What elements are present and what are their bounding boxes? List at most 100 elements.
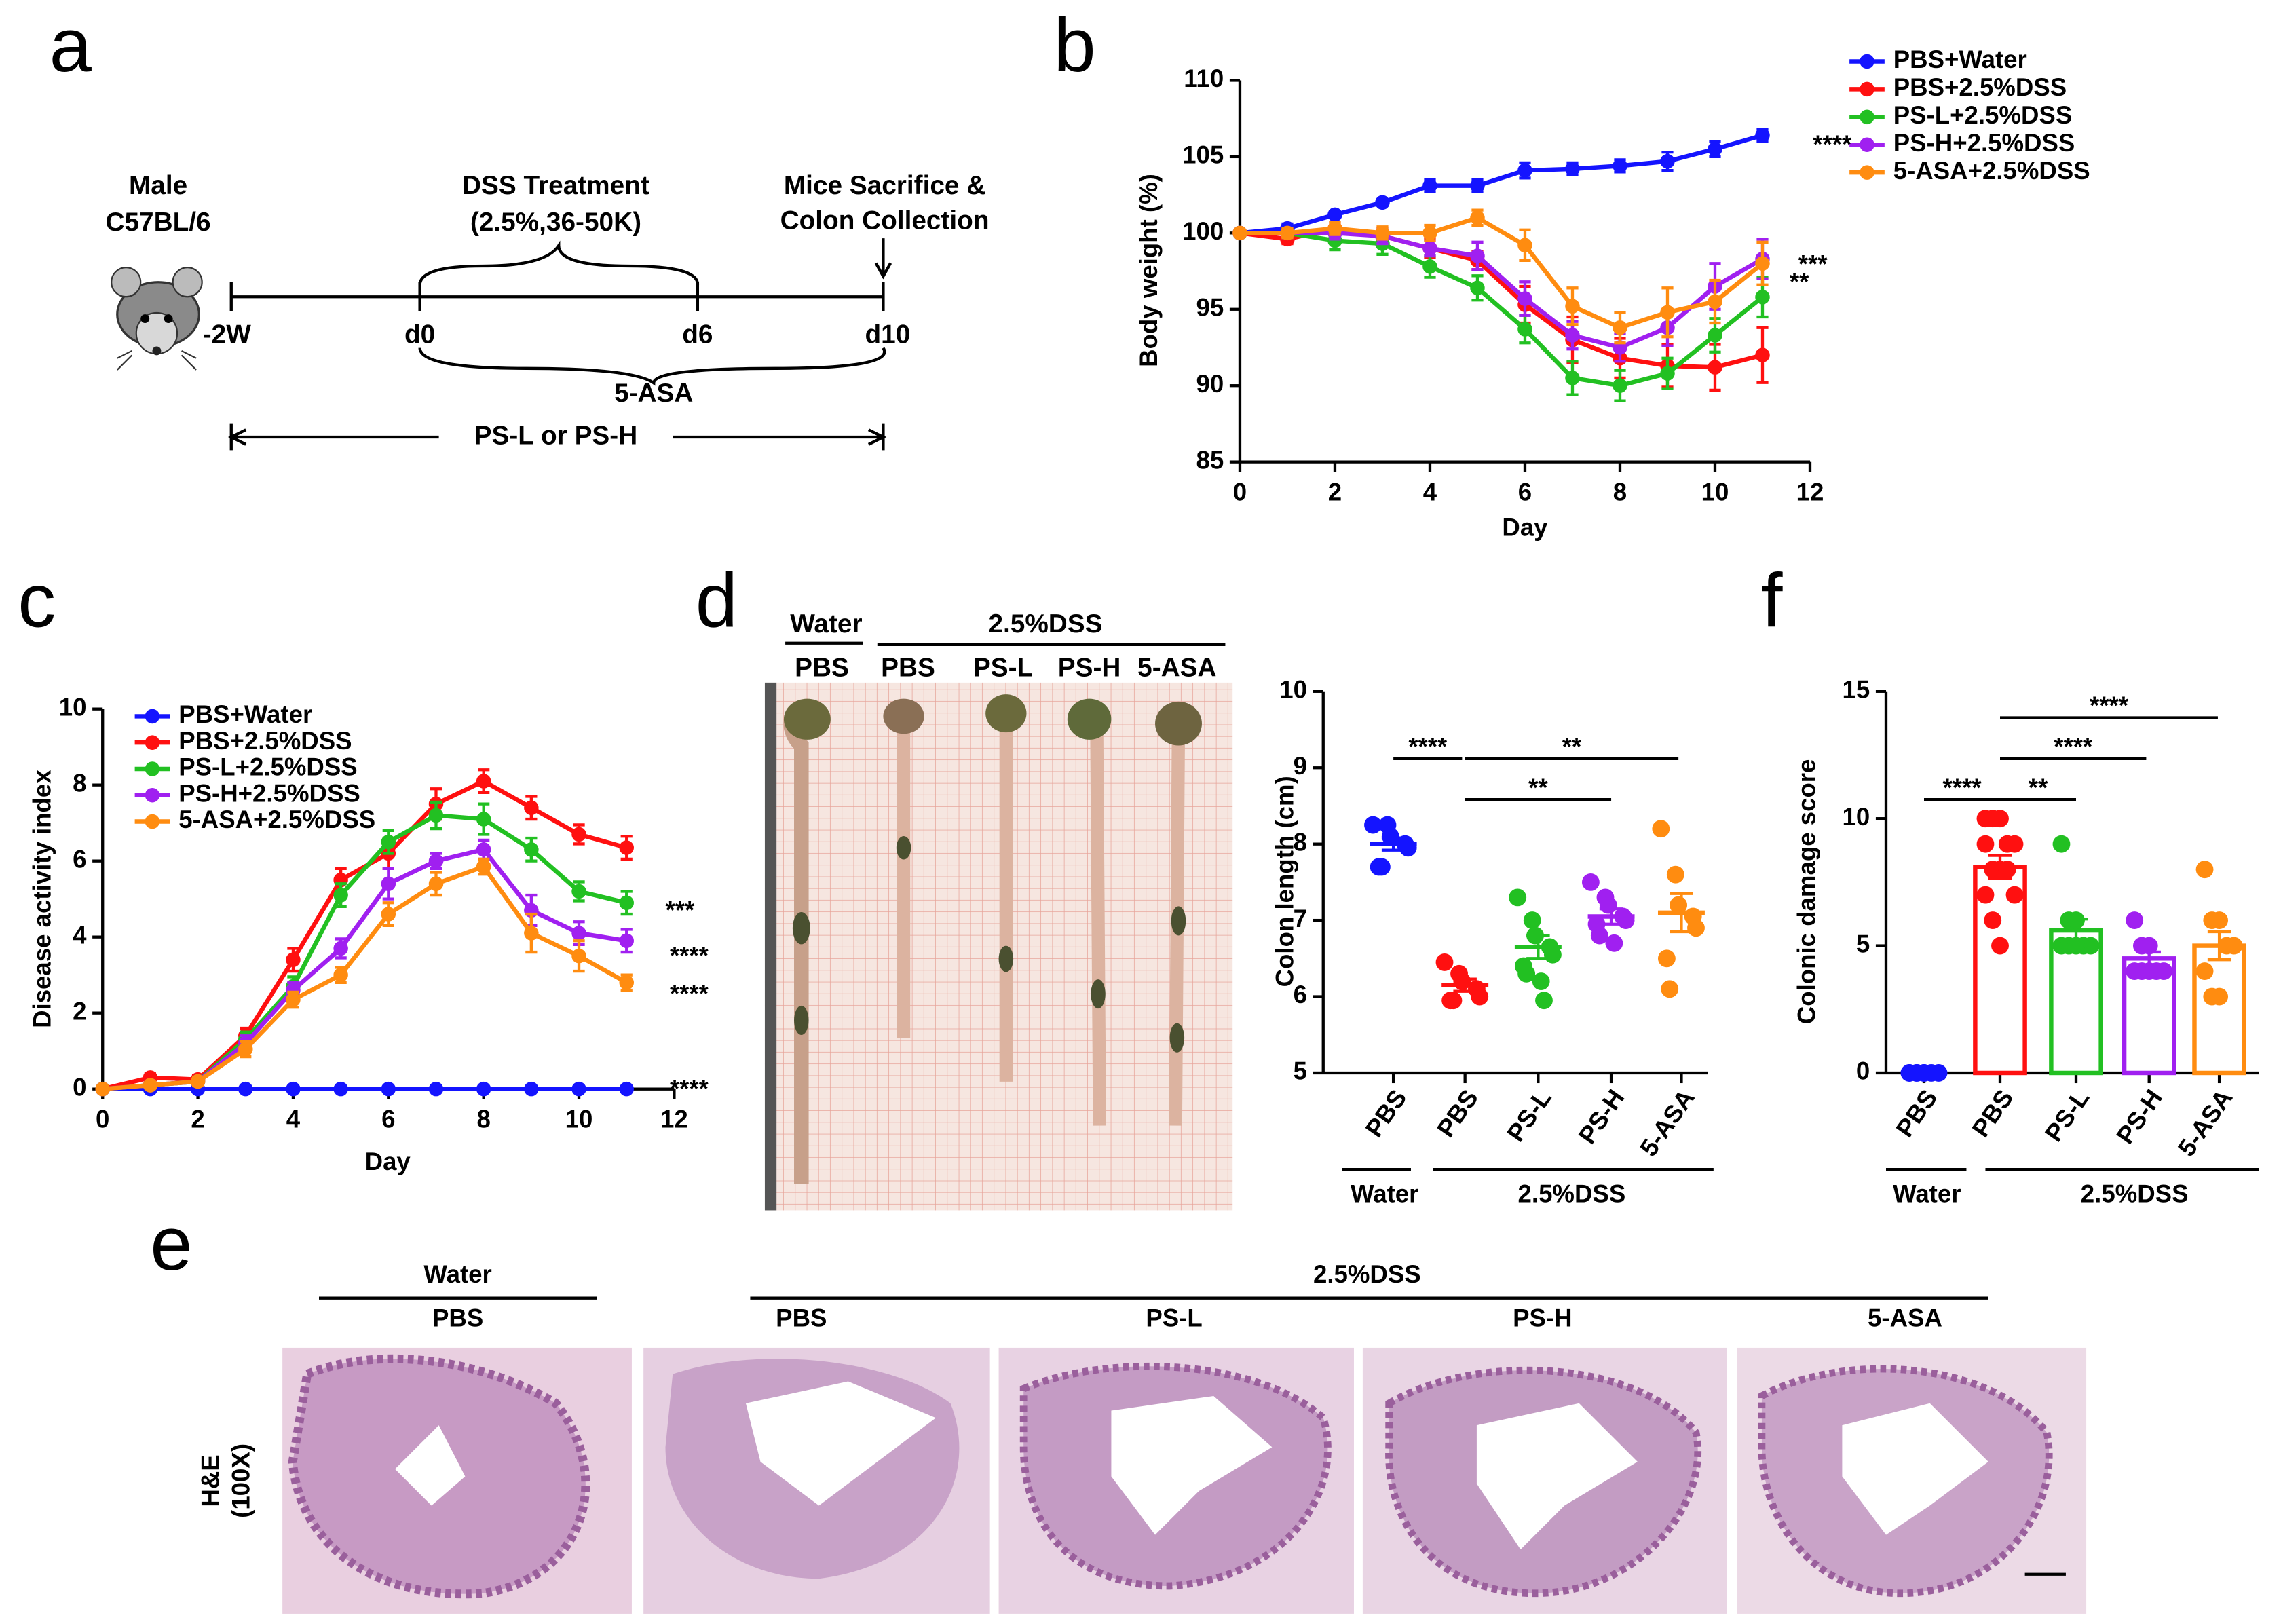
- group-label: Water: [790, 609, 862, 639]
- y-axis-title: Colonic damage score: [1793, 759, 1821, 1025]
- diagram-label: d0: [404, 320, 435, 350]
- marker: [333, 941, 348, 956]
- data-point: [1666, 865, 1684, 884]
- marker: [381, 1081, 396, 1097]
- marker: [1375, 225, 1390, 241]
- x-tick-label: 10: [1701, 478, 1729, 506]
- data-point: [1991, 810, 2009, 828]
- marker: [286, 952, 301, 968]
- annotation: ****: [1943, 774, 1982, 801]
- marker: [1375, 195, 1390, 210]
- histology-images: [282, 1347, 2087, 1614]
- marker: [1755, 347, 1770, 362]
- x-tick-label: PS-L: [1501, 1084, 1556, 1147]
- data-point: [2005, 835, 2024, 853]
- legend-label: 5-ASA+2.5%DSS: [1893, 157, 2090, 185]
- y-tick-label: 10: [1843, 803, 1870, 831]
- legend-label: PBS+2.5%DSS: [1893, 73, 2067, 101]
- panel-letter: a: [50, 3, 92, 88]
- marker: [1327, 221, 1342, 236]
- marker: [95, 1081, 110, 1097]
- data-point: [1687, 919, 1705, 937]
- data-point: [2210, 911, 2229, 930]
- data-point: [1991, 937, 2009, 955]
- series-line: [102, 813, 627, 1091]
- data-point: [1652, 820, 1670, 838]
- legend-label: PS-H+2.5%DSS: [178, 779, 360, 807]
- marker: [1422, 259, 1437, 274]
- data-point: [1599, 896, 1617, 914]
- marker: [238, 1042, 253, 1057]
- annotation: **: [2029, 774, 2048, 801]
- data-point: [1984, 911, 2002, 930]
- annotation: **: [1528, 774, 1548, 801]
- y-tick-label: 4: [73, 921, 87, 949]
- marker: [1755, 256, 1770, 271]
- sample-label: PS-L: [973, 654, 1033, 683]
- legend-marker: [1860, 54, 1874, 69]
- group-label: 2.5%DSS: [1313, 1260, 1421, 1288]
- x-tick-label: PBS: [1891, 1084, 1943, 1142]
- annotation: ***: [665, 896, 694, 924]
- data-point: [1998, 861, 2016, 879]
- marker: [381, 876, 396, 892]
- marker: [1613, 320, 1627, 335]
- data-point: [2126, 911, 2144, 930]
- x-axis-title: Day: [365, 1148, 411, 1175]
- marker: [619, 933, 634, 949]
- data-point: [1523, 911, 1541, 930]
- group-label: 2.5%DSS: [1518, 1180, 1626, 1208]
- x-tick-label: 8: [1613, 478, 1627, 506]
- y-axis-title: Body weight (%): [1135, 174, 1163, 367]
- marker: [428, 876, 444, 892]
- y-tick-label: 7: [1294, 905, 1307, 932]
- x-axis-title: Day: [1502, 513, 1548, 541]
- legend-label: PS-L+2.5%DSS: [178, 753, 358, 781]
- annotation: ****: [670, 979, 709, 1007]
- marker: [1517, 291, 1532, 306]
- data-point: [1617, 911, 1635, 930]
- data-point: [1661, 980, 1679, 998]
- diagram-label: d6: [682, 320, 713, 350]
- diagram-label: Mice Sacrifice &: [784, 171, 985, 200]
- x-tick-label: PBS: [1360, 1084, 1412, 1142]
- group-label: Water: [1351, 1180, 1418, 1208]
- marker: [476, 859, 491, 874]
- x-tick-label: 0: [1233, 478, 1247, 506]
- marker: [619, 840, 634, 855]
- sample-label: PBS: [881, 654, 935, 683]
- x-tick-label: 4: [1423, 478, 1437, 506]
- marker: [1470, 178, 1485, 193]
- annotation: ****: [1813, 130, 1852, 158]
- data-point: [1976, 835, 1995, 853]
- marker: [1613, 378, 1627, 393]
- series-line: [1239, 133, 1763, 235]
- legend-label: PS-L+2.5%DSS: [1893, 101, 2073, 129]
- series-line: [1239, 231, 1764, 350]
- sample-label: PS-H: [1058, 654, 1121, 683]
- marker: [524, 800, 539, 816]
- x-tick-label: PBS: [1967, 1084, 2019, 1142]
- marker: [428, 1081, 444, 1097]
- data-point: [1590, 926, 1608, 945]
- diagram-label: -2W: [203, 320, 251, 350]
- series-line: [102, 847, 627, 1091]
- marker: [190, 1074, 206, 1089]
- marker: [333, 888, 348, 903]
- data-point: [2155, 962, 2173, 980]
- marker: [1708, 328, 1722, 343]
- y-tick-label: 9: [1294, 752, 1307, 780]
- y-tick-label: 5: [1856, 930, 1870, 958]
- marker: [1565, 371, 1580, 385]
- marker: [1327, 207, 1342, 223]
- data-point: [2195, 861, 2214, 879]
- y-tick-label: 90: [1196, 370, 1224, 398]
- x-tick-label: 5-ASA: [2172, 1084, 2238, 1162]
- legend-label: PBS+Water: [178, 700, 312, 728]
- legend-marker: [1860, 81, 1874, 97]
- marker: [1565, 299, 1580, 314]
- marker: [476, 812, 491, 827]
- diagram-label: PS-L or PS-H: [474, 421, 638, 450]
- diagram-label: Colon Collection: [780, 206, 989, 235]
